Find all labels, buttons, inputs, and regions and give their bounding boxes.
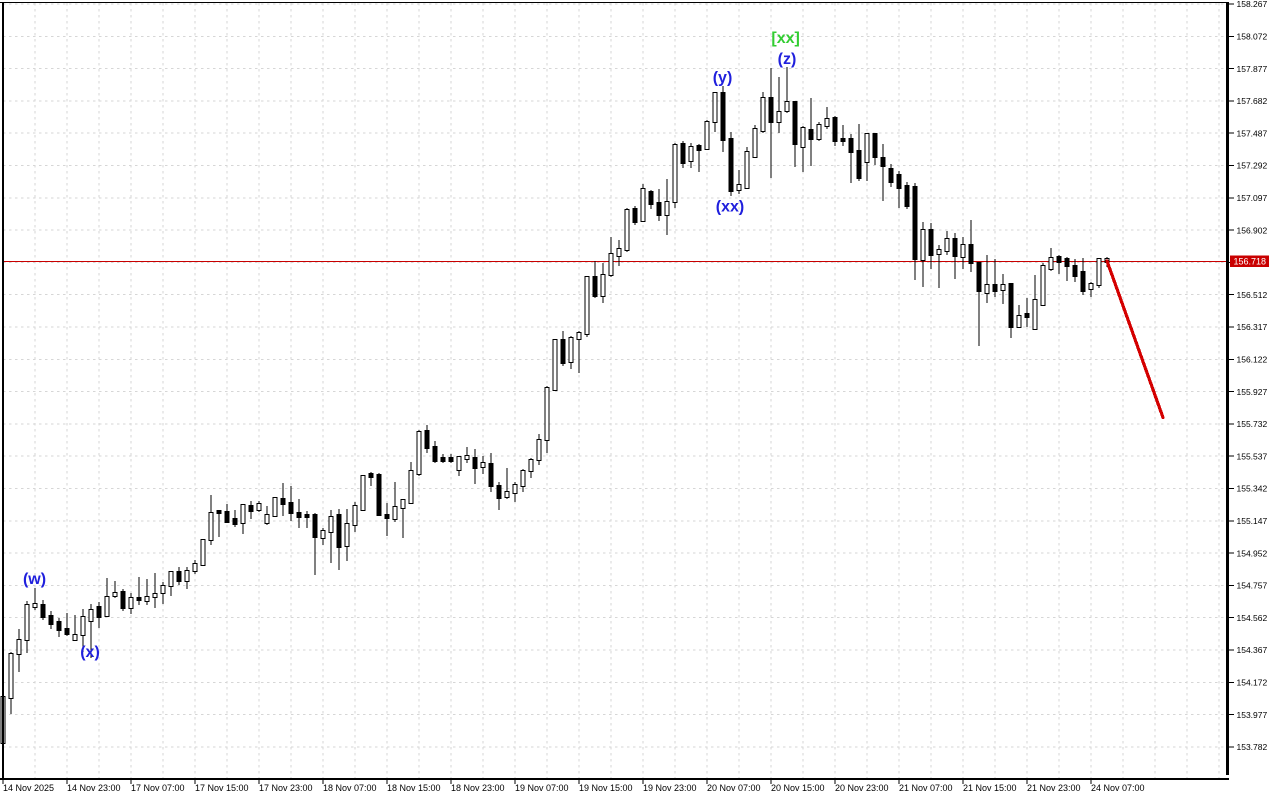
svg-text:156.317: 156.317	[1237, 322, 1268, 332]
svg-text:20 Nov 07:00: 20 Nov 07:00	[707, 783, 761, 793]
svg-text:19 Nov 07:00: 19 Nov 07:00	[515, 783, 569, 793]
svg-text:153.977: 153.977	[1237, 710, 1268, 720]
svg-text:(x): (x)	[80, 644, 100, 661]
svg-text:155.537: 155.537	[1237, 451, 1268, 461]
svg-text:157.097: 157.097	[1237, 193, 1268, 203]
svg-text:18 Nov 07:00: 18 Nov 07:00	[323, 783, 377, 793]
svg-text:14 Nov 23:00: 14 Nov 23:00	[67, 783, 121, 793]
svg-text:20 Nov 23:00: 20 Nov 23:00	[835, 783, 889, 793]
svg-text:14 Nov 2025: 14 Nov 2025	[3, 783, 54, 793]
svg-text:155.927: 155.927	[1237, 387, 1268, 397]
svg-text:19 Nov 15:00: 19 Nov 15:00	[579, 783, 633, 793]
svg-text:154.562: 154.562	[1237, 613, 1268, 623]
svg-text:155.342: 155.342	[1237, 484, 1268, 494]
svg-text:155.732: 155.732	[1237, 419, 1268, 429]
svg-text:17 Nov 23:00: 17 Nov 23:00	[259, 783, 313, 793]
svg-text:157.487: 157.487	[1237, 128, 1268, 138]
svg-text:20 Nov 15:00: 20 Nov 15:00	[771, 783, 825, 793]
svg-text:155.147: 155.147	[1237, 516, 1268, 526]
svg-text:156.512: 156.512	[1237, 290, 1268, 300]
svg-text:154.757: 154.757	[1237, 581, 1268, 591]
svg-text:17 Nov 07:00: 17 Nov 07:00	[131, 783, 185, 793]
svg-text:19 Nov 23:00: 19 Nov 23:00	[643, 783, 697, 793]
svg-text:(xx): (xx)	[716, 199, 744, 216]
svg-text:156.122: 156.122	[1237, 355, 1268, 365]
svg-text:154.172: 154.172	[1237, 678, 1268, 688]
svg-text:18 Nov 15:00: 18 Nov 15:00	[387, 783, 441, 793]
svg-text:158.267: 158.267	[1237, 0, 1268, 9]
svg-text:24 Nov 07:00: 24 Nov 07:00	[1091, 783, 1145, 793]
svg-text:21 Nov 23:00: 21 Nov 23:00	[1027, 783, 1081, 793]
svg-text:156.902: 156.902	[1237, 225, 1268, 235]
svg-text:157.682: 157.682	[1237, 96, 1268, 106]
svg-text:158.072: 158.072	[1237, 32, 1268, 42]
svg-text:(y): (y)	[713, 70, 733, 87]
svg-text:(w): (w)	[23, 571, 46, 588]
svg-text:[xx]: [xx]	[771, 30, 799, 47]
svg-text:154.952: 154.952	[1237, 548, 1268, 558]
svg-text:154.367: 154.367	[1237, 645, 1268, 655]
svg-text:156.718: 156.718	[1234, 257, 1267, 267]
svg-text:21 Nov 15:00: 21 Nov 15:00	[963, 783, 1017, 793]
svg-text:157.292: 157.292	[1237, 161, 1268, 171]
svg-text:18 Nov 23:00: 18 Nov 23:00	[451, 783, 505, 793]
svg-text:157.877: 157.877	[1237, 64, 1268, 74]
svg-text:(z): (z)	[778, 51, 797, 68]
svg-text:153.782: 153.782	[1237, 742, 1268, 752]
svg-text:17 Nov 15:00: 17 Nov 15:00	[195, 783, 249, 793]
svg-text:21 Nov 07:00: 21 Nov 07:00	[899, 783, 953, 793]
